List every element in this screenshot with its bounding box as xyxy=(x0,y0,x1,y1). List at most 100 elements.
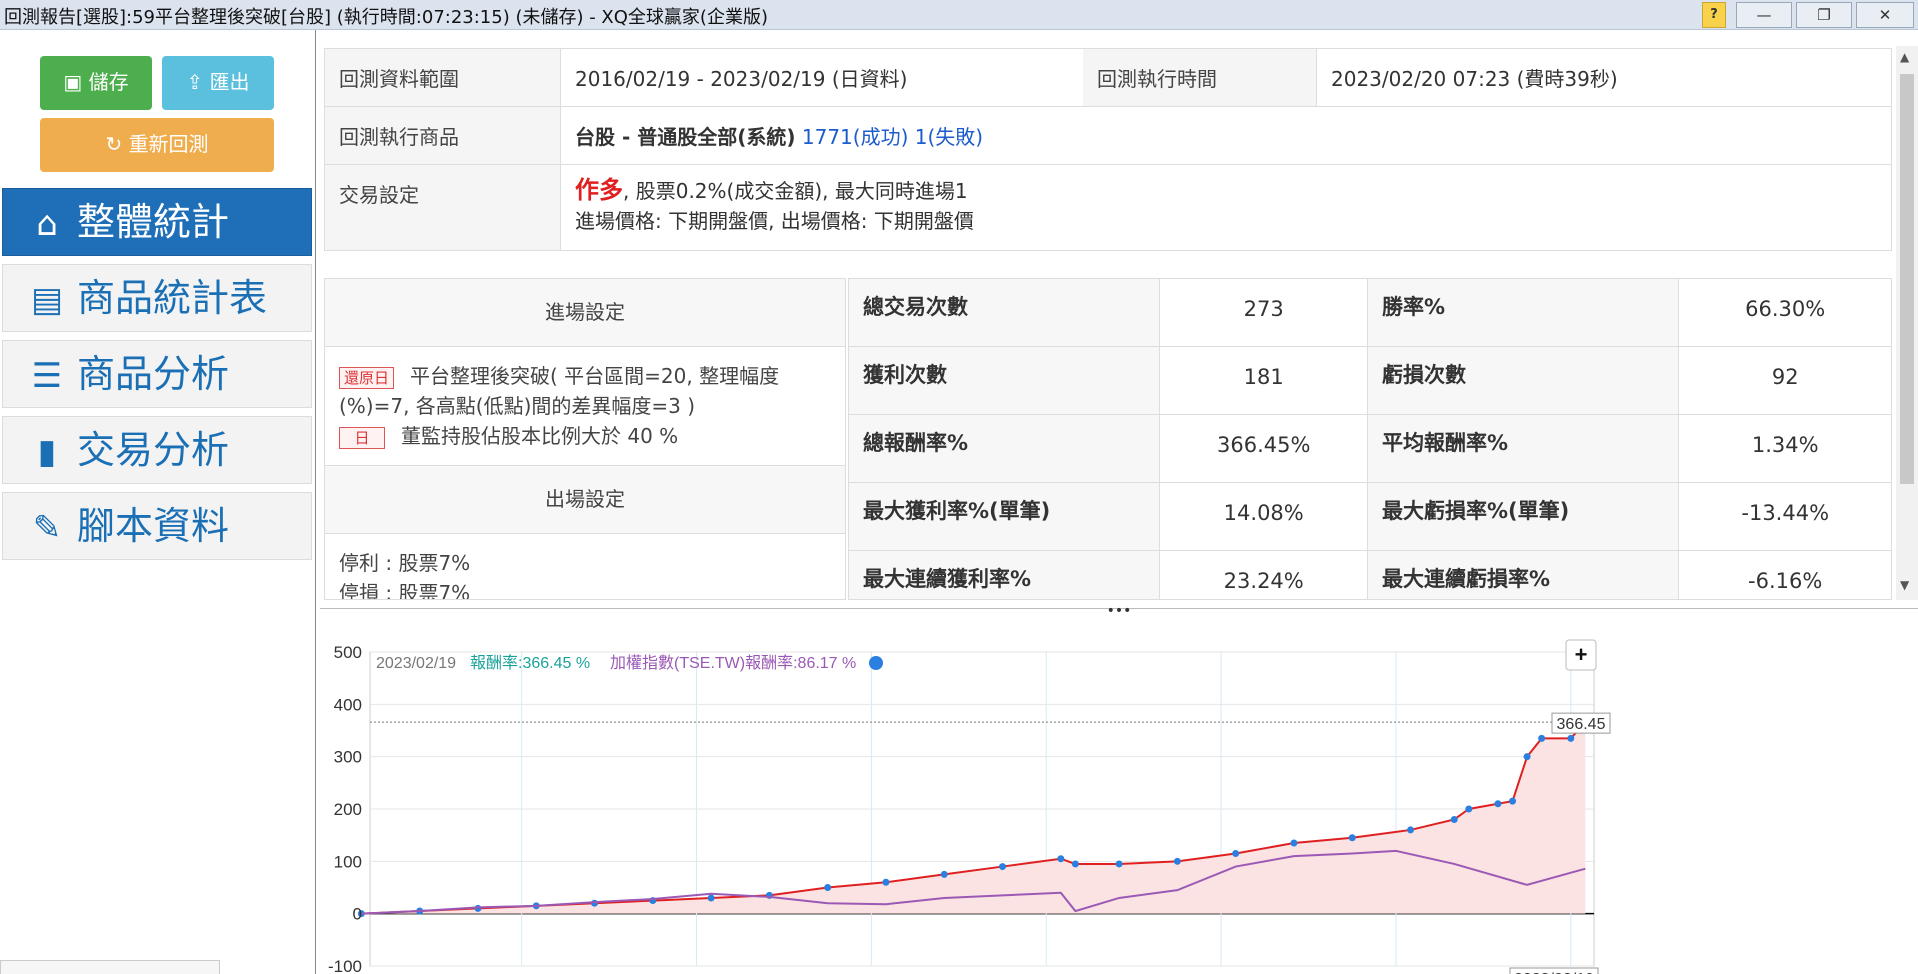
y-tick-label: 500 xyxy=(334,643,362,662)
trade-point xyxy=(882,878,890,886)
exit-settings-body: 停利 : 股票7% 停損 : 股票7% xyxy=(325,534,845,600)
trade-point xyxy=(1407,826,1415,834)
trade-point xyxy=(1567,734,1575,742)
trade-point xyxy=(1057,855,1065,863)
backtest-info-table: 回測資料範圍 2016/02/19 - 2023/02/19 (日資料) 回測執… xyxy=(324,48,1892,251)
trade-point xyxy=(1523,753,1531,761)
vertical-scrollbar[interactable]: ▲ ▼ xyxy=(1896,46,1918,600)
trade-point xyxy=(1232,849,1240,857)
minimize-button[interactable]: — xyxy=(1736,2,1792,28)
day-tag: 日 xyxy=(339,427,385,449)
trade-point xyxy=(1071,860,1079,868)
trade-point xyxy=(1290,839,1298,847)
entry-settings-body: 還原日 平台整理後突破( 平台區間=20, 整理幅度(%)=7, 各高點(低點)間… xyxy=(325,347,845,466)
stat-value: 14.08% xyxy=(1160,483,1368,550)
scroll-down-icon[interactable]: ▼ xyxy=(1900,578,1910,592)
scroll-up-icon[interactable]: ▲ xyxy=(1900,50,1910,64)
close-button[interactable]: ✕ xyxy=(1856,2,1914,28)
trade-point xyxy=(940,870,948,878)
stats-row: 總交易次數 273 勝率% 66.30% xyxy=(849,279,1891,347)
tab-overall-stats[interactable]: ⌂ 整體統計 xyxy=(2,188,312,256)
adjusted-day-tag: 還原日 xyxy=(339,367,395,389)
product-label: 回測執行商品 xyxy=(325,107,561,164)
y-tick-label: 400 xyxy=(334,695,362,714)
info-row-trade: 交易設定 作多, 股票0.2%(成交金額), 最大同時進場1 進場價格: 下期開… xyxy=(325,165,1891,250)
y-tick-label: 100 xyxy=(334,852,362,871)
zoom-button[interactable] xyxy=(1565,639,1597,671)
legend-strategy-return: 報酬率:366.45 % xyxy=(470,654,590,672)
last-date-label: 2023/02/19 xyxy=(1514,971,1594,974)
success-count[interactable]: 1771(成功) xyxy=(801,125,909,149)
rerun-button[interactable]: ↻ 重新回測 xyxy=(40,118,274,172)
fail-count[interactable]: 1(失敗) xyxy=(914,125,984,149)
stats-row: 最大獲利率%(單筆) 14.08% 最大虧損率%(單筆) -13.44% xyxy=(849,483,1891,551)
maximize-button[interactable]: ❐ xyxy=(1796,2,1852,28)
scroll-thumb[interactable] xyxy=(1900,74,1914,484)
bottom-tabs-stub xyxy=(0,960,220,974)
trade-point xyxy=(1115,860,1123,868)
stat-label: 最大連續虧損率% xyxy=(1368,551,1680,599)
tab-product-analysis[interactable]: ☰ 商品分析 xyxy=(2,340,312,408)
exit-rule-2: 停損 : 股票7% xyxy=(339,581,471,600)
trade-point xyxy=(1465,805,1473,813)
save-button[interactable]: ▣ 儲存 xyxy=(40,56,152,110)
stat-label: 最大獲利率%(單筆) xyxy=(849,483,1161,550)
export-button[interactable]: ⇪ 匯出 xyxy=(162,56,274,110)
entry-rule-1: 平台整理後突破( 平台區間=20, 整理幅度(%)=7, 各高點(低點)間的差異… xyxy=(339,364,780,418)
legend-close-icon[interactable] xyxy=(869,656,883,670)
list-icon: ☰ xyxy=(31,356,63,396)
stat-value: 273 xyxy=(1160,279,1368,346)
exit-settings-title: 出場設定 xyxy=(325,466,845,534)
stat-label: 虧損次數 xyxy=(1368,347,1680,414)
trade-point xyxy=(707,894,715,902)
save-label: 儲存 xyxy=(88,70,129,94)
y-tick-label: -100 xyxy=(328,957,362,974)
stat-label: 最大連續獲利率% xyxy=(849,551,1161,599)
tab-script-data[interactable]: ✎ 腳本資料 xyxy=(2,492,312,560)
tab-label: 腳本資料 xyxy=(77,504,230,548)
y-tick-label: 0 xyxy=(353,905,362,924)
stat-value: -6.16% xyxy=(1748,569,1823,593)
sidebar: ▣ 儲存 ⇪ 匯出 ↻ 重新回測 ⌂ 整體統計 ▤ 商品統計表 ☰ 商品分析 ▮ 交易分… xyxy=(0,30,316,974)
product-value: 台股 - 普通股全部(系統) 1771(成功) 1(失敗) xyxy=(561,107,997,164)
trade-mode: 作多 xyxy=(575,176,623,204)
stat-label: 勝率% xyxy=(1368,279,1680,346)
y-tick-label: 200 xyxy=(334,800,362,819)
pencil-icon: ✎ xyxy=(32,508,62,548)
last-value-box xyxy=(1551,712,1611,734)
trade-point xyxy=(1450,815,1458,823)
range-value: 2016/02/19 - 2023/02/19 (日資料) xyxy=(575,67,908,91)
trade-value: 作多, 股票0.2%(成交金額), 最大同時進場1 進場價格: 下期開盤價, 出… xyxy=(561,165,988,250)
stats-row: 總報酬率% 366.45% 平均報酬率% 1.34% xyxy=(849,415,1891,483)
tab-trade-analysis[interactable]: ▮ 交易分析 xyxy=(2,416,312,484)
stat-value: 181 xyxy=(1160,347,1368,414)
stat-value: 23.24% xyxy=(1160,551,1368,599)
stat-value: 366.45% xyxy=(1160,415,1368,482)
trade-point xyxy=(1173,857,1181,865)
zoom-plus-icon[interactable]: + xyxy=(1575,642,1588,667)
help-button[interactable]: ? xyxy=(1702,2,1726,28)
panel-splitter[interactable]: ••• xyxy=(320,604,1918,618)
tab-label: 商品分析 xyxy=(77,352,230,396)
stat-value: -13.44% xyxy=(1741,501,1830,525)
export-label: 匯出 xyxy=(209,70,250,94)
tab-product-stats-table[interactable]: ▤ 商品統計表 xyxy=(2,264,312,332)
trade-point xyxy=(824,884,832,891)
series-fill-area xyxy=(361,722,1586,914)
tab-label: 商品統計表 xyxy=(77,276,268,320)
product-name: 台股 - 普通股全部(系統) xyxy=(575,125,796,149)
last-value-label: 366.45 xyxy=(1557,716,1606,733)
list-box-icon: ▤ xyxy=(30,280,64,320)
stat-value: 66.30% xyxy=(1745,297,1826,321)
trade-label: 交易設定 xyxy=(325,165,561,250)
stats-row: 最大連續獲利率% 23.24% 最大連續虧損率% -6.16% xyxy=(849,551,1891,599)
trade-point xyxy=(1494,800,1502,808)
equity-curve-chart: -10001002003004005002016/022017201820192… xyxy=(328,639,1611,974)
entry-settings-title: 進場設定 xyxy=(325,279,845,347)
floppy-icon: ▣ xyxy=(63,70,83,94)
tab-label: 交易分析 xyxy=(77,428,230,472)
refresh-icon: ↻ xyxy=(105,132,123,156)
strategy-return-line xyxy=(361,721,1587,915)
strategy-settings-panel: 進場設定 還原日 平台整理後突破( 平台區間=20, 整理幅度(%)=7, 各高點… xyxy=(324,278,846,600)
trade-fee: , 股票0.2%(成交金額), 最大同時進場1 xyxy=(623,179,968,203)
